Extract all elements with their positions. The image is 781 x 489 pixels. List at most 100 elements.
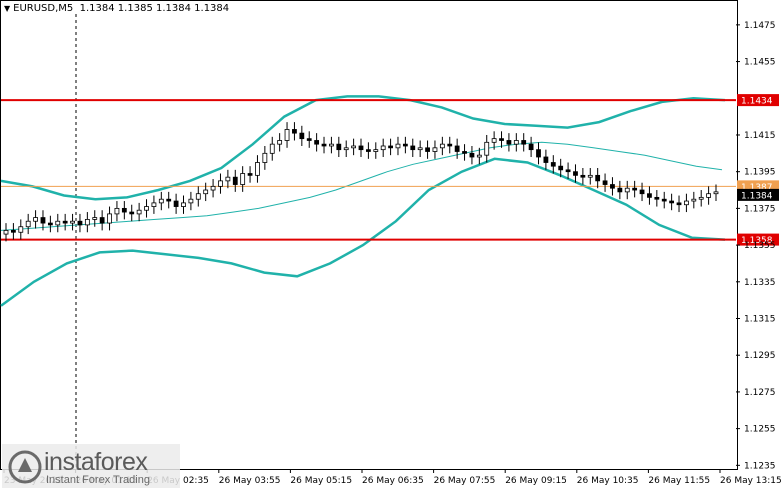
candle-body	[632, 187, 638, 191]
candle-body	[47, 222, 53, 226]
lower-band-line	[0, 157, 726, 307]
candle-body	[321, 143, 327, 147]
candle-body	[624, 187, 630, 193]
candle-body	[284, 129, 290, 141]
candle-body	[587, 174, 593, 178]
candle-body	[506, 140, 512, 145]
current-price-label: 1.1384	[741, 191, 773, 201]
candle-body	[706, 193, 712, 198]
candle-body	[181, 202, 186, 207]
candle-body	[373, 149, 379, 152]
candle-body	[565, 169, 571, 173]
candle-body	[476, 154, 482, 158]
candle-body	[92, 217, 98, 220]
candle-body	[188, 198, 194, 204]
ma-line	[0, 141, 723, 231]
candle-body	[691, 198, 697, 202]
level-label: 1.1387	[741, 183, 773, 193]
candle-body	[99, 217, 105, 224]
candle-body	[25, 220, 31, 228]
x-tick-label: 26 May 10:35	[577, 476, 639, 486]
candle-body	[499, 138, 504, 141]
candle-body	[417, 147, 423, 151]
candle-body	[218, 180, 223, 187]
candle-body	[358, 145, 364, 151]
candle-body	[654, 196, 660, 200]
candle-body	[669, 200, 675, 204]
candle-body	[299, 132, 305, 140]
candle-body	[454, 145, 460, 152]
candle-body	[121, 207, 127, 213]
logo-brand: instaforex	[44, 448, 148, 476]
candle-body	[484, 141, 490, 156]
candle-body	[343, 147, 349, 151]
candle-body	[698, 196, 704, 200]
candle-body	[388, 145, 393, 149]
candle-body	[225, 176, 231, 182]
candle-body	[639, 189, 645, 195]
candle-body	[573, 171, 578, 176]
x-tick-label: 26 May 05:15	[290, 476, 352, 486]
candle-body	[661, 198, 667, 202]
chart-header: ▼ EURUSD,M5 1.1384 1.1385 1.1384 1.1384	[4, 3, 229, 14]
candle-body	[521, 140, 527, 145]
symbol-label: EURUSD,M5	[13, 3, 74, 14]
y-tick-label: 1.1415	[744, 131, 776, 141]
candle-body	[336, 143, 342, 151]
current-price-tag	[737, 188, 779, 201]
candle-body	[10, 230, 16, 233]
candle-body	[432, 147, 438, 152]
candle-body	[292, 129, 297, 134]
x-tick-label: 26 May 07:55	[434, 476, 496, 486]
ohlc-values: 1.1384 1.1385 1.1384 1.1384	[79, 3, 230, 14]
candle-body	[617, 187, 623, 193]
moving-average	[0, 141, 723, 231]
candle-body	[247, 173, 253, 176]
candle-body	[314, 140, 320, 145]
candle-body	[269, 143, 275, 154]
x-tick-label: 26 May 03:55	[219, 476, 281, 486]
candle-body	[365, 149, 371, 152]
candle-body	[306, 138, 312, 141]
candle-body	[462, 151, 467, 154]
candle-body	[580, 174, 586, 178]
candle-body	[3, 230, 9, 235]
candle-body	[151, 202, 157, 207]
logo-tagline: Instant Forex Trading	[46, 474, 150, 486]
candle-body	[70, 220, 75, 224]
candle-body	[595, 174, 601, 182]
candle-body	[543, 156, 549, 163]
candle-body	[513, 140, 519, 145]
candle-body	[610, 184, 615, 189]
level-label: 1.1434	[741, 97, 773, 107]
y-tick-label: 1.1395	[744, 168, 776, 178]
candle-body	[107, 213, 112, 224]
candle-body	[469, 152, 475, 158]
candle-body	[40, 217, 46, 224]
collapse-triangle-icon[interactable]: ▼	[4, 4, 11, 13]
candles	[3, 122, 719, 242]
candle-body	[329, 143, 334, 147]
candle-body	[62, 220, 68, 224]
x-tick-label: 26 May 09:15	[505, 476, 567, 486]
y-tick-label: 1.1295	[744, 351, 776, 361]
instaforex-logo: instaforex Instant Forex Trading	[2, 444, 180, 488]
candle-body	[602, 180, 608, 185]
candle-body	[55, 220, 61, 226]
candle-body	[491, 138, 497, 143]
candle-body	[447, 143, 453, 147]
price-axis: 1.14751.14551.14151.13951.13751.13551.13…	[736, 21, 776, 471]
candle-body	[536, 149, 541, 158]
candle-body	[558, 165, 564, 171]
candle-body	[77, 220, 83, 226]
candle-body	[84, 218, 90, 226]
candle-body	[277, 140, 283, 145]
y-tick-label: 1.1455	[744, 58, 776, 68]
candle-body	[173, 200, 179, 207]
candle-body	[129, 211, 135, 215]
candle-body	[232, 176, 238, 185]
x-tick-label: 26 May 13:15	[720, 476, 781, 486]
y-tick-label: 1.1475	[744, 21, 776, 31]
